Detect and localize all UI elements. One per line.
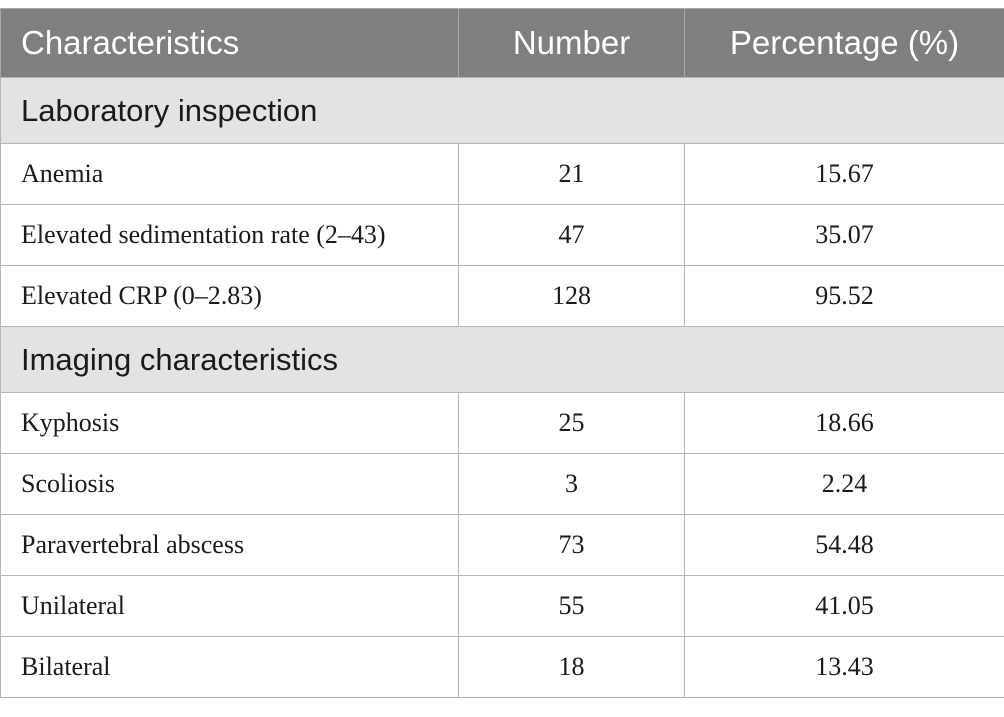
characteristics-table: Characteristics Number Percentage (%) La…	[0, 8, 1004, 698]
row-number: 3	[458, 453, 685, 515]
section-row-imaging: Imaging characteristics	[0, 326, 1004, 393]
header-characteristics: Characteristics	[0, 8, 459, 78]
row-percentage: 2.24	[684, 453, 1004, 515]
section-title: Imaging characteristics	[0, 326, 1004, 393]
row-number: 47	[458, 204, 685, 266]
section-row-laboratory: Laboratory inspection	[0, 77, 1004, 144]
row-number: 25	[458, 392, 685, 454]
table-row: Kyphosis 25 18.66	[0, 392, 1004, 454]
table-row: Elevated CRP (0–2.83) 128 95.52	[0, 265, 1004, 327]
table-body: Laboratory inspection Anemia 21 15.67 El…	[0, 77, 1004, 698]
row-label: Paravertebral abscess	[0, 514, 459, 576]
row-label: Elevated sedimentation rate (2–43)	[0, 204, 459, 266]
row-number: 21	[458, 143, 685, 205]
table-row: Anemia 21 15.67	[0, 143, 1004, 205]
table-row: Scoliosis 3 2.24	[0, 453, 1004, 515]
row-label: Bilateral	[0, 636, 459, 698]
row-number: 55	[458, 575, 685, 637]
row-number: 73	[458, 514, 685, 576]
table-row: Bilateral 18 13.43	[0, 636, 1004, 698]
row-label: Unilateral	[0, 575, 459, 637]
table-row: Elevated sedimentation rate (2–43) 47 35…	[0, 204, 1004, 266]
row-label: Kyphosis	[0, 392, 459, 454]
row-percentage: 95.52	[684, 265, 1004, 327]
row-label: Scoliosis	[0, 453, 459, 515]
table-row: Unilateral 55 41.05	[0, 575, 1004, 637]
row-percentage: 35.07	[684, 204, 1004, 266]
row-number: 128	[458, 265, 685, 327]
header-row: Characteristics Number Percentage (%)	[0, 8, 1004, 78]
table-row: Paravertebral abscess 73 54.48	[0, 514, 1004, 576]
row-number: 18	[458, 636, 685, 698]
row-percentage: 41.05	[684, 575, 1004, 637]
row-label: Anemia	[0, 143, 459, 205]
header-number: Number	[458, 8, 685, 78]
row-percentage: 18.66	[684, 392, 1004, 454]
header-percentage: Percentage (%)	[684, 8, 1004, 78]
row-percentage: 13.43	[684, 636, 1004, 698]
row-percentage: 54.48	[684, 514, 1004, 576]
section-title: Laboratory inspection	[0, 77, 1004, 144]
table-header: Characteristics Number Percentage (%)	[0, 8, 1004, 78]
row-percentage: 15.67	[684, 143, 1004, 205]
row-label: Elevated CRP (0–2.83)	[0, 265, 459, 327]
